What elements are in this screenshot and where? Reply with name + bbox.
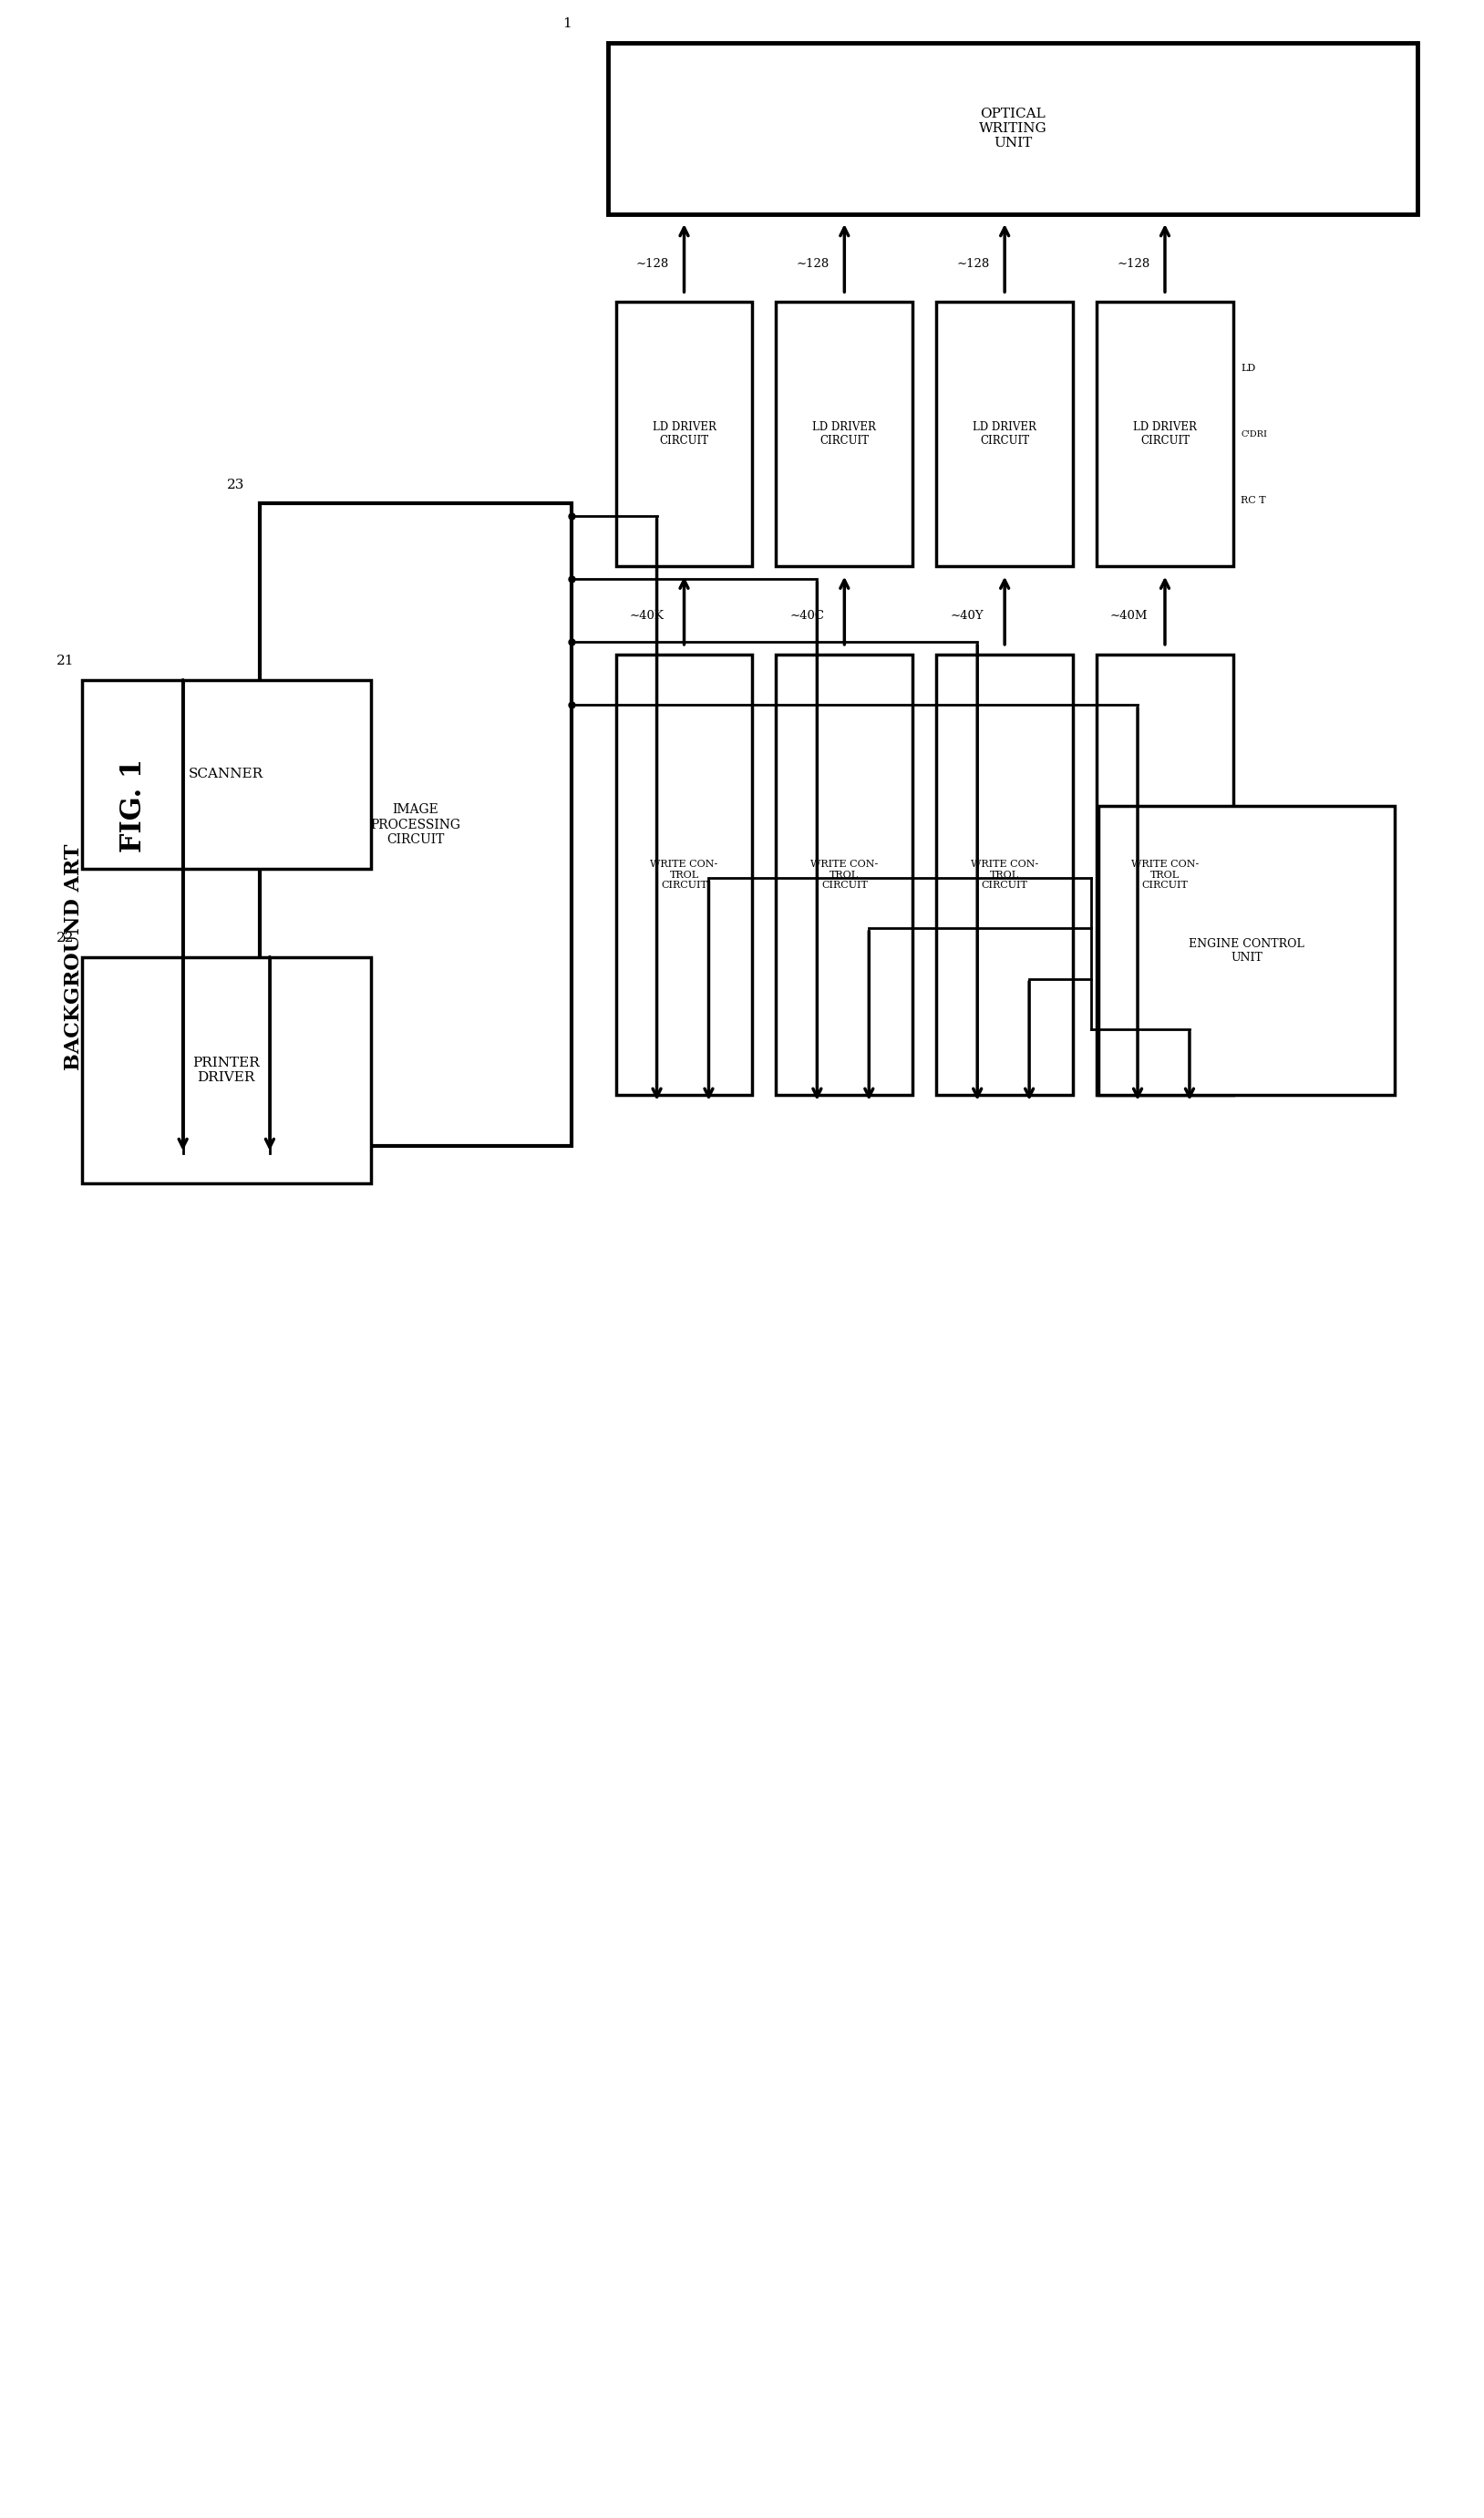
Text: CᴵDRI: CᴵDRI — [1241, 431, 1267, 438]
Bar — [82, 957, 371, 1183]
Text: LD DRIVER
CIRCUIT: LD DRIVER CIRCUIT — [813, 421, 876, 448]
Text: 22: 22 — [56, 932, 74, 944]
Text: RC T: RC T — [1241, 496, 1266, 506]
Bar — [1097, 302, 1233, 567]
Text: ∼40Y: ∼40Y — [950, 609, 984, 622]
Bar — [936, 655, 1073, 1095]
Bar — [776, 302, 913, 567]
Bar — [1097, 655, 1233, 1095]
Point — [559, 622, 583, 662]
Text: 1: 1 — [562, 18, 571, 30]
Text: PRINTER
DRIVER: PRINTER DRIVER — [193, 1058, 260, 1083]
Bar — [260, 504, 571, 1146]
Bar — [1098, 806, 1395, 1095]
Bar — [776, 655, 913, 1095]
Text: FIG. 1: FIG. 1 — [119, 758, 148, 854]
Text: 21: 21 — [56, 655, 74, 667]
Text: BACKGROUND ART: BACKGROUND ART — [64, 844, 85, 1070]
Text: LD DRIVER
CIRCUIT: LD DRIVER CIRCUIT — [974, 421, 1036, 448]
Text: ENGINE CONTROL
UNIT: ENGINE CONTROL UNIT — [1189, 937, 1304, 964]
Text: SCANNER: SCANNER — [188, 768, 264, 781]
Text: LD: LD — [1241, 363, 1255, 373]
Text: WRITE CON-
TROL
CIRCUIT: WRITE CON- TROL CIRCUIT — [1131, 859, 1199, 891]
Text: WRITE CON-
TROL
CIRCUIT: WRITE CON- TROL CIRCUIT — [650, 859, 718, 891]
Point — [559, 685, 583, 725]
Bar — [936, 302, 1073, 567]
Bar — [82, 680, 371, 869]
Text: 23: 23 — [227, 478, 245, 491]
Text: LD DRIVER
CIRCUIT: LD DRIVER CIRCUIT — [1134, 421, 1196, 448]
Point — [559, 496, 583, 536]
Text: ∼40M: ∼40M — [1110, 609, 1149, 622]
Bar — [616, 655, 752, 1095]
Text: IMAGE
PROCESSING
CIRCUIT: IMAGE PROCESSING CIRCUIT — [371, 803, 460, 846]
Text: ∼128: ∼128 — [797, 257, 830, 269]
Point — [559, 559, 583, 599]
Text: ∼128: ∼128 — [957, 257, 990, 269]
Text: ∼128: ∼128 — [637, 257, 669, 269]
Text: ∼128: ∼128 — [1117, 257, 1150, 269]
Text: WRITE CON-
TROL
CIRCUIT: WRITE CON- TROL CIRCUIT — [971, 859, 1039, 891]
Text: ∼40C: ∼40C — [789, 609, 825, 622]
Text: LD DRIVER
CIRCUIT: LD DRIVER CIRCUIT — [653, 421, 715, 448]
Text: ∼40K: ∼40K — [629, 609, 663, 622]
Bar — [608, 43, 1417, 214]
Text: OPTICAL
WRITING
UNIT: OPTICAL WRITING UNIT — [979, 108, 1046, 149]
Bar — [616, 302, 752, 567]
Text: WRITE CON-
TROL
CIRCUIT: WRITE CON- TROL CIRCUIT — [810, 859, 879, 891]
